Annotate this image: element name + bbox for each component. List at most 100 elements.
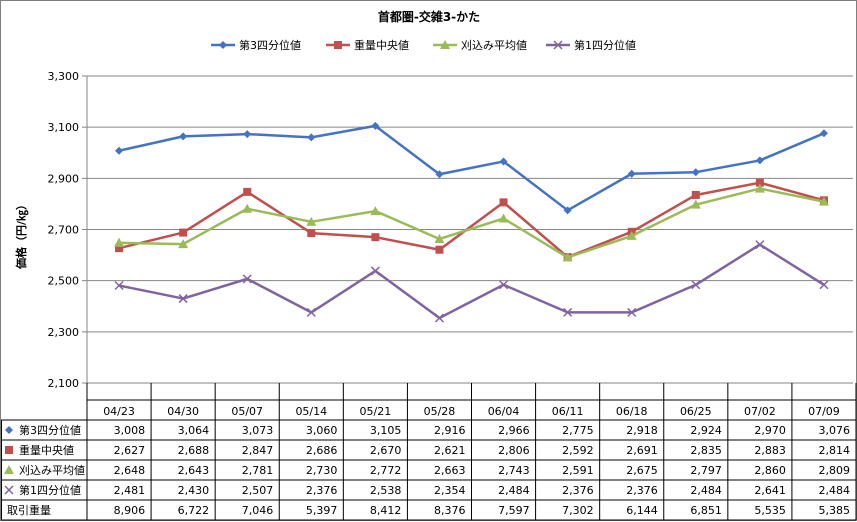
- table-cell: 2,860: [754, 464, 786, 477]
- data-point: [434, 233, 445, 243]
- table-row-label: 刈込み平均値: [19, 464, 85, 477]
- table-cell: 5,397: [306, 504, 338, 517]
- data-point: [691, 190, 700, 199]
- table-cell: 8,376: [434, 504, 466, 517]
- data-point: [307, 229, 316, 238]
- table-row-label: 重量中央値: [19, 443, 74, 457]
- data-point: [370, 266, 380, 276]
- data-point: [499, 157, 508, 166]
- series-1: [115, 121, 828, 215]
- legend: 第3四分位値 重量中央値 刈込み平均値 第1四分位値: [211, 38, 636, 52]
- x-category-label: 06/04: [488, 405, 520, 418]
- table-cell: 2,806: [498, 444, 530, 457]
- table-cell: 2,376: [562, 484, 594, 497]
- data-point: [626, 230, 637, 240]
- table-cell: 2,688: [178, 444, 210, 457]
- table-cell: 2,730: [306, 464, 338, 477]
- table-cell: 2,354: [434, 484, 466, 497]
- legend-label: 第3四分位値: [239, 38, 301, 52]
- data-point: [819, 129, 828, 138]
- table-cell: 2,814: [819, 444, 851, 457]
- table-cell: 2,918: [626, 424, 658, 437]
- table-cell: 2,743: [498, 464, 530, 477]
- legend-entry: 第1四分位値: [546, 38, 636, 52]
- data-point: [499, 280, 509, 290]
- table-cell: 3,073: [242, 424, 274, 437]
- table-cell: 7,046: [242, 504, 274, 517]
- table-cell: 6,144: [626, 504, 658, 517]
- table-cell: 2,772: [370, 464, 402, 477]
- table-cell: 2,916: [434, 424, 466, 437]
- data-point: [5, 426, 13, 434]
- series-2: [115, 178, 828, 262]
- data-point: [115, 244, 124, 253]
- data-point: [691, 168, 700, 177]
- data-point: [242, 203, 253, 213]
- legend-label: 重量中央値: [354, 38, 409, 52]
- data-point: [114, 237, 125, 247]
- table-cell: 2,592: [562, 444, 594, 457]
- data-point: [306, 307, 316, 317]
- table-cell: 2,663: [434, 464, 466, 477]
- x-category-label: 05/14: [295, 405, 327, 418]
- data-point: [114, 280, 124, 291]
- table-cell: 7,597: [498, 504, 530, 517]
- series-line: [118, 124, 825, 212]
- table-cell: 2,675: [626, 464, 658, 477]
- data-point: [178, 239, 189, 249]
- legend-entry: 刈込み平均値: [433, 39, 527, 52]
- data-point: [243, 187, 252, 196]
- table-cell: 2,686: [306, 444, 338, 457]
- data-point: [179, 132, 188, 141]
- data-point: [243, 130, 252, 139]
- table-cell: 5,385: [819, 504, 851, 517]
- y-tick-label: 2,300: [48, 326, 80, 339]
- table-cell: 2,847: [242, 444, 274, 457]
- table-cell: 8,412: [370, 504, 402, 517]
- table-cell: 2,376: [626, 484, 658, 497]
- data-point: [498, 213, 509, 223]
- data-point: [563, 206, 572, 215]
- table-cell: 2,970: [754, 424, 786, 437]
- table-cell: 2,966: [498, 424, 530, 437]
- table-cell: 2,484: [690, 484, 722, 497]
- table-cell: 2,484: [819, 484, 851, 497]
- series-line: [118, 181, 825, 259]
- y-tick-label: 2,900: [48, 172, 80, 185]
- data-point: [334, 41, 342, 49]
- data-point: [691, 280, 701, 290]
- data-point: [435, 245, 444, 254]
- series-lines: [114, 121, 829, 323]
- table-cell: 2,627: [114, 444, 146, 457]
- y-tick-label: 2,700: [48, 224, 80, 237]
- chart-title: 首都圏-交雑3-かた: [378, 9, 480, 24]
- table-cell: 2,691: [626, 444, 658, 457]
- data-point: [435, 170, 444, 179]
- data-point: [371, 233, 380, 242]
- legend-entry: 第3四分位値: [211, 38, 301, 52]
- table-cell: 3,076: [819, 424, 851, 437]
- table-cell: 6,851: [690, 504, 722, 517]
- table-cell: 2,883: [754, 444, 786, 457]
- series-line: [119, 187, 825, 259]
- table-cell: 2,484: [498, 484, 530, 497]
- table-row-label: 取引重量: [7, 503, 51, 517]
- series-4: [114, 240, 829, 323]
- data-point: [754, 183, 765, 193]
- data-point: [755, 156, 764, 165]
- series-line: [118, 243, 825, 320]
- x-category-label: 06/18: [616, 405, 648, 418]
- x-category-label: 05/28: [424, 405, 456, 418]
- table-cell: 2,809: [819, 464, 851, 477]
- table-cell: 2,621: [434, 444, 466, 457]
- data-point: [434, 313, 444, 323]
- data-point: [4, 485, 14, 495]
- data-point: [819, 280, 829, 290]
- y-tick-label: 3,100: [48, 121, 80, 134]
- x-category-label: 06/25: [680, 405, 712, 418]
- table-cell: 2,797: [690, 464, 722, 477]
- table-cell: 6,722: [178, 504, 210, 517]
- x-category-label: 06/11: [552, 405, 584, 418]
